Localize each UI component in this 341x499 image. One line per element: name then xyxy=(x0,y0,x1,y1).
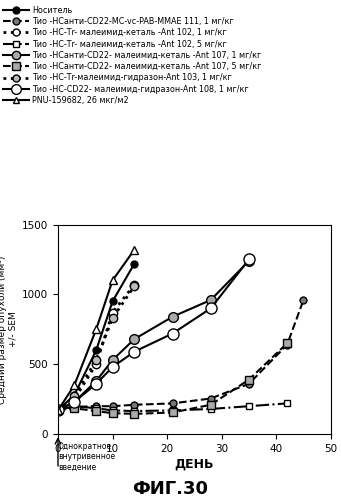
X-axis label: ДЕНЬ: ДЕНЬ xyxy=(175,458,214,471)
Legend: Носитель, Тио -НСанти-CD22-MC-vc-PAB-MMAE 111, 1 мг/кг, Тио -НС-Тr- малеимид-кет: Носитель, Тио -НСанти-CD22-MC-vc-PAB-MMA… xyxy=(3,6,262,105)
Y-axis label: Средний размер опухоли (мм³)
+/- SEM: Средний размер опухоли (мм³) +/- SEM xyxy=(0,255,18,404)
Text: ФИГ.30: ФИГ.30 xyxy=(133,480,208,498)
Text: Однократное
внутривенное
введение: Однократное внутривенное введение xyxy=(58,442,115,472)
